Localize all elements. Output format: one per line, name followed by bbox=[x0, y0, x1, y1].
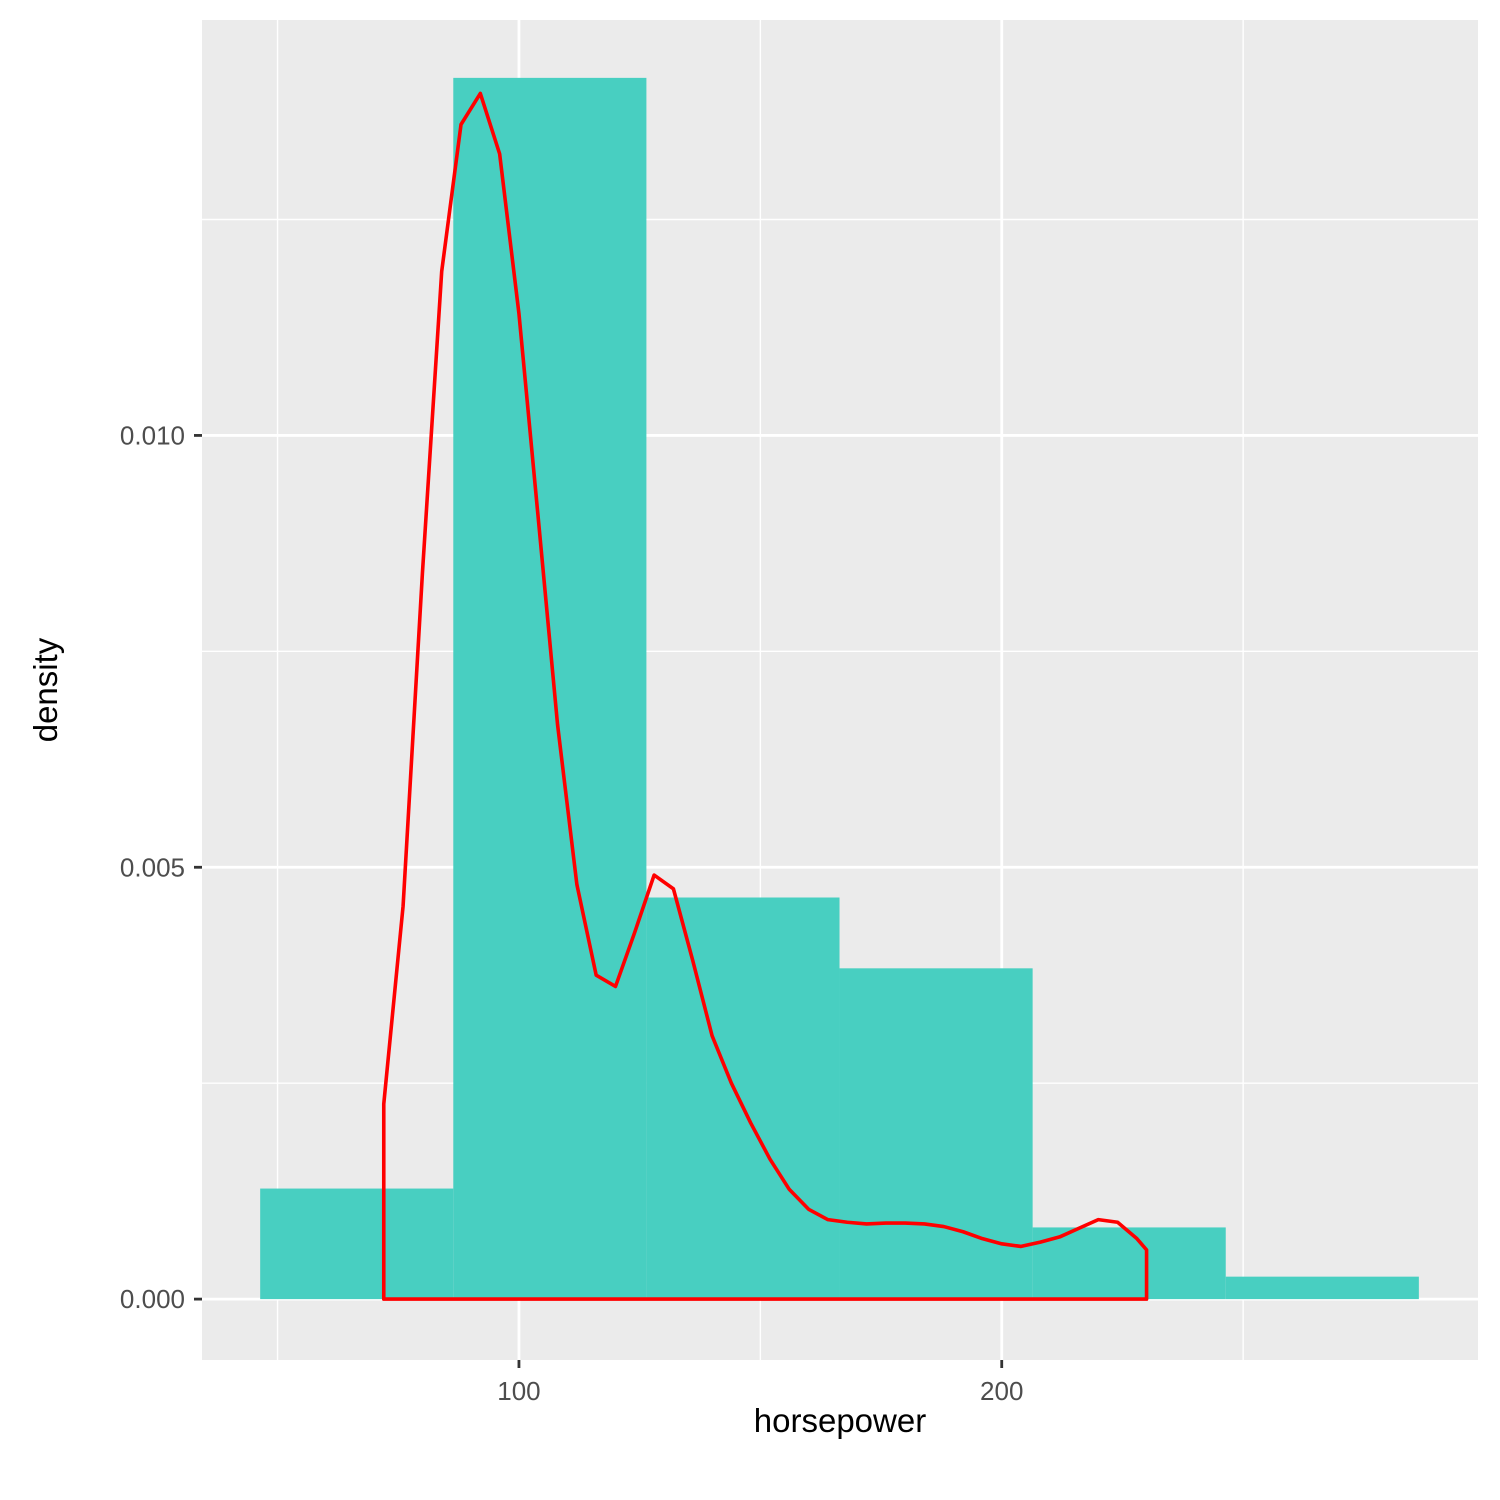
x-tick-label: 100 bbox=[497, 1376, 540, 1406]
x-axis: 100 200 bbox=[497, 1360, 1023, 1406]
x-tick-label: 200 bbox=[980, 1376, 1023, 1406]
density-curve-layer bbox=[381, 91, 1149, 1301]
y-tick-label: 0.005 bbox=[120, 852, 185, 882]
y-axis: 0.000 0.005 0.010 bbox=[120, 420, 202, 1314]
histogram-bar bbox=[646, 897, 840, 1300]
y-tick-label: 0.010 bbox=[120, 420, 185, 450]
histogram-bar bbox=[453, 77, 647, 1300]
y-axis-title: density bbox=[27, 637, 64, 742]
histogram-bars bbox=[260, 77, 1419, 1300]
x-axis-title: horsepower bbox=[754, 1402, 926, 1439]
histogram-bar bbox=[1225, 1276, 1419, 1300]
histogram-bar bbox=[1032, 1227, 1226, 1300]
histogram-bar bbox=[260, 1188, 454, 1300]
histogram-bar bbox=[839, 968, 1033, 1300]
density-curve bbox=[381, 91, 1149, 1301]
y-tick-label: 0.000 bbox=[120, 1284, 185, 1314]
